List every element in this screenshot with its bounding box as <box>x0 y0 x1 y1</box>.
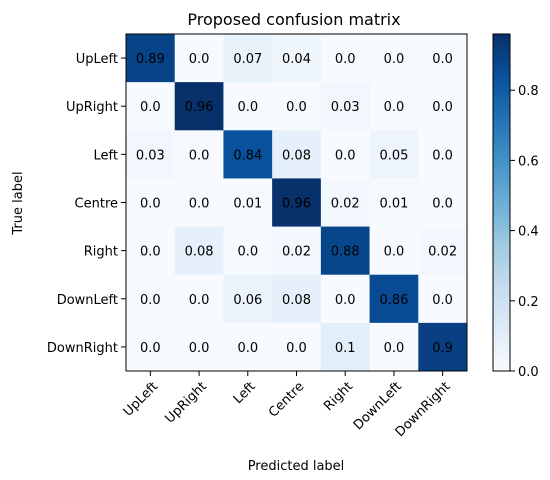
heatmap-cell-label: 0.08 <box>282 148 311 163</box>
heatmap-cell-label: 0.0 <box>140 293 161 308</box>
heatmap-cell-label: 0.0 <box>189 148 210 163</box>
y-tick-label: Centre <box>75 197 118 212</box>
heatmap-cell-label: 0.0 <box>384 100 405 115</box>
heatmap-cell-label: 0.02 <box>428 245 457 260</box>
x-tick-label: UpRight <box>163 379 210 426</box>
y-tick-label: DownRight <box>47 341 118 356</box>
colorbar-tick-label: 0.4 <box>518 225 539 240</box>
heatmap-cell-label: 0.89 <box>136 52 165 67</box>
heatmap-cell-label: 0.96 <box>282 197 311 212</box>
heatmap-cell-label: 0.02 <box>331 197 360 212</box>
x-tick-label: Centre <box>266 379 307 420</box>
heatmap-cell-label: 0.0 <box>237 100 258 115</box>
y-tick-label: Left <box>94 148 118 163</box>
heatmap-cell-label: 0.05 <box>379 148 408 163</box>
heatmap-cell-label: 0.01 <box>233 197 262 212</box>
heatmap-cell-label: 0.0 <box>140 341 161 356</box>
x-axis-label: Predicted label <box>248 459 345 474</box>
heatmap-cell-label: 0.1 <box>335 341 356 356</box>
y-tick-label: DownLeft <box>57 293 118 308</box>
heatmap-cell-label: 0.08 <box>185 245 214 260</box>
heatmap-cell-label: 0.02 <box>282 245 311 260</box>
colorbar-ticks: 0.0 0.2 0.4 0.6 0.8 <box>510 84 539 380</box>
colorbar-tick-label: 0.8 <box>518 84 539 99</box>
heatmap-cell-label: 0.0 <box>189 341 210 356</box>
heatmap-cell-label: 0.86 <box>379 293 408 308</box>
heatmap-cell-label: 0.0 <box>237 245 258 260</box>
x-tick-label: Right <box>321 379 356 414</box>
heatmap-cell-label: 0.88 <box>331 245 360 260</box>
heatmap-cell-label: 0.0 <box>432 197 453 212</box>
colorbar-tick-label: 0.0 <box>518 365 539 380</box>
heatmap-cell-label: 0.0 <box>432 52 453 67</box>
heatmap-cell-label: 0.01 <box>379 197 408 212</box>
heatmap-cell-label: 0.0 <box>335 52 356 67</box>
chart-title: Proposed confusion matrix <box>187 10 400 29</box>
y-axis-label: True label <box>11 171 26 235</box>
heatmap-cell-label: 0.0 <box>286 341 307 356</box>
heatmap-cell-label: 0.08 <box>282 293 311 308</box>
heatmap-cell-label: 0.0 <box>189 197 210 212</box>
y-tick-label: Right <box>84 245 118 260</box>
x-tick-label: UpLeft <box>121 379 161 419</box>
heatmap-cell-label: 0.0 <box>335 148 356 163</box>
heatmap-cell-label: 0.03 <box>136 148 165 163</box>
y-tick-label: UpLeft <box>76 52 118 67</box>
heatmap-cell-label: 0.0 <box>335 293 356 308</box>
heatmap-cell-label: 0.03 <box>331 100 360 115</box>
heatmap-cell-label: 0.0 <box>432 148 453 163</box>
heatmap-cell-label: 0.0 <box>286 100 307 115</box>
heatmap-cell-label: 0.0 <box>432 100 453 115</box>
heatmap-cell-label: 0.0 <box>140 197 161 212</box>
heatmap-cell-label: 0.0 <box>189 52 210 67</box>
heatmap-cell-label: 0.07 <box>233 52 262 67</box>
heatmap-cell-label: 0.0 <box>237 341 258 356</box>
heatmap-cell-label: 0.84 <box>233 148 262 163</box>
heatmap-cell-label: 0.96 <box>185 100 214 115</box>
heatmap-cell-label: 0.0 <box>140 100 161 115</box>
heatmap-cell-label: 0.0 <box>384 245 405 260</box>
colorbar-tick-label: 0.6 <box>518 154 539 169</box>
colorbar-tick-label: 0.2 <box>518 295 539 310</box>
x-tick-label: Left <box>231 379 259 407</box>
heatmap-cell-label: 0.0 <box>384 52 405 67</box>
heatmap-cell-label: 0.0 <box>140 245 161 260</box>
y-axis-ticks: UpLeft UpRight Left Centre Right DownLeft Down… <box>47 52 126 356</box>
heatmap-cell-label: 0.04 <box>282 52 311 67</box>
y-tick-label: UpRight <box>66 100 118 115</box>
heatmap-cell-label: 0.9 <box>432 341 453 356</box>
colorbar <box>493 34 510 371</box>
heatmap-cell-label: 0.06 <box>233 293 262 308</box>
heatmap-cell-label: 0.0 <box>432 293 453 308</box>
heatmap-cell-label: 0.0 <box>189 293 210 308</box>
x-axis-ticks: UpLeft UpRight Left Centre RightDownLeftDown… <box>121 371 454 440</box>
heatmap-cell-label: 0.0 <box>384 341 405 356</box>
